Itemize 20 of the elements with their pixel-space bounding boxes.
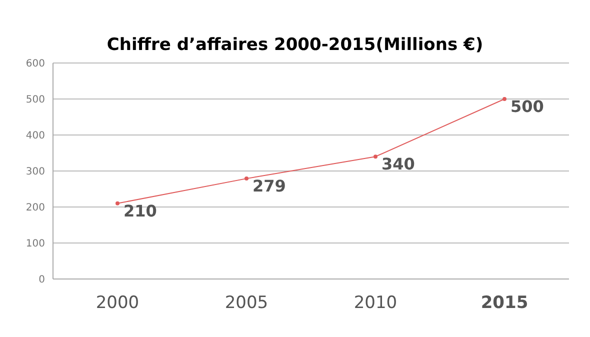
data-label: 210 xyxy=(124,201,157,220)
y-tick-label: 500 xyxy=(26,94,45,106)
x-tick-label: 2015 xyxy=(480,293,528,313)
x-tick-label: 2010 xyxy=(354,293,398,313)
data-label: 500 xyxy=(510,97,544,116)
data-label: 340 xyxy=(382,154,415,174)
y-tick-label: 400 xyxy=(26,130,45,142)
y-tick-label: 200 xyxy=(26,202,45,214)
x-tick-label: 2000 xyxy=(96,293,140,313)
y-tick-label: 600 xyxy=(26,58,45,70)
y-tick-label: 0 xyxy=(38,274,45,286)
point xyxy=(116,201,120,206)
chart-title: Chiffre d’affaires 2000-2015(Millions €) xyxy=(106,35,484,55)
data-label: 279 xyxy=(252,176,286,196)
point xyxy=(374,154,378,159)
point xyxy=(502,97,506,101)
y-tick-label: 100 xyxy=(26,238,45,250)
point xyxy=(244,176,248,181)
y-tick-label: 300 xyxy=(26,166,45,178)
x-tick-label: 2005 xyxy=(224,293,268,313)
